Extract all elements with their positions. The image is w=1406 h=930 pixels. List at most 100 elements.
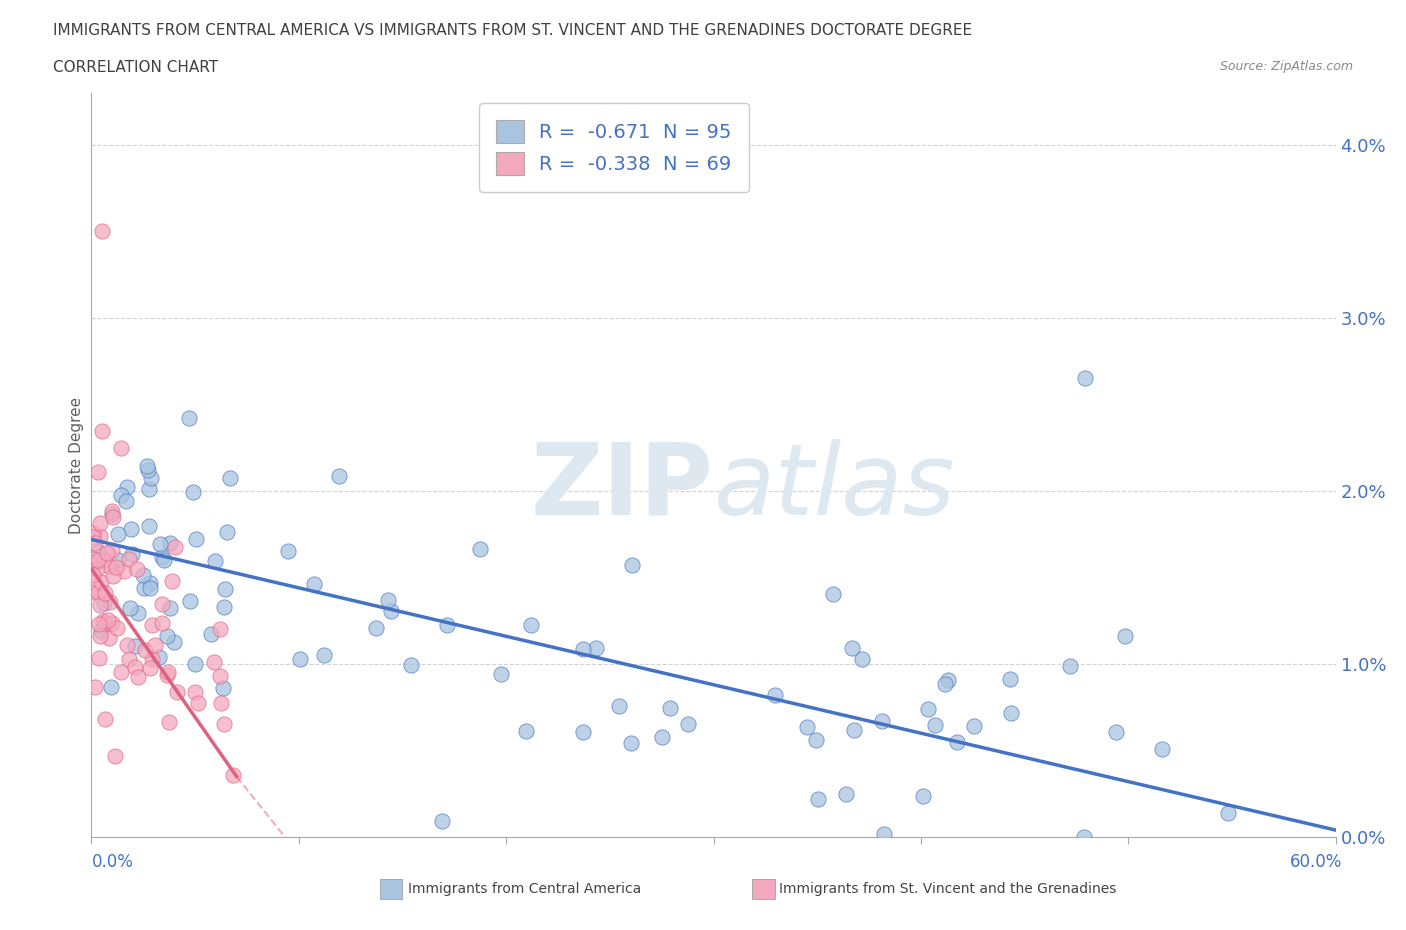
Y-axis label: Doctorate Degree: Doctorate Degree bbox=[69, 396, 84, 534]
Point bbox=[851, 652, 873, 667]
Point bbox=[132, 567, 155, 582]
Point bbox=[93, 596, 115, 611]
Point bbox=[834, 787, 856, 802]
Text: Immigrants from St. Vincent and the Grenadines: Immigrants from St. Vincent and the Gren… bbox=[779, 882, 1116, 897]
Text: Immigrants from Central America: Immigrants from Central America bbox=[408, 882, 641, 897]
Point bbox=[166, 685, 188, 700]
Legend: R =  -0.671  N = 95, R =  -0.338  N = 69: R = -0.671 N = 95, R = -0.338 N = 69 bbox=[479, 102, 749, 193]
Point bbox=[94, 712, 117, 727]
Point bbox=[215, 525, 238, 539]
Point bbox=[93, 586, 115, 601]
Point bbox=[515, 724, 537, 738]
Point bbox=[401, 658, 423, 672]
Point bbox=[124, 660, 146, 675]
Point bbox=[209, 622, 232, 637]
Text: ZIP: ZIP bbox=[530, 439, 713, 536]
Point bbox=[377, 592, 399, 607]
Point bbox=[1114, 628, 1136, 643]
Text: IMMIGRANTS FROM CENTRAL AMERICA VS IMMIGRANTS FROM ST. VINCENT AND THE GRENADINE: IMMIGRANTS FROM CENTRAL AMERICA VS IMMIG… bbox=[53, 23, 973, 38]
Point bbox=[87, 465, 110, 480]
Point bbox=[89, 629, 111, 644]
Point bbox=[676, 717, 699, 732]
Point bbox=[96, 546, 118, 561]
Point bbox=[842, 723, 865, 737]
Point bbox=[934, 677, 956, 692]
Point bbox=[82, 567, 104, 582]
Point bbox=[209, 695, 232, 710]
Point bbox=[87, 650, 110, 665]
Point bbox=[127, 670, 149, 684]
Point bbox=[89, 515, 111, 530]
Point bbox=[103, 509, 125, 524]
Point bbox=[179, 410, 201, 425]
Point bbox=[160, 573, 183, 588]
Point bbox=[134, 642, 156, 657]
Point bbox=[120, 522, 142, 537]
Point bbox=[91, 614, 114, 629]
Point bbox=[945, 735, 967, 750]
Point bbox=[138, 463, 160, 478]
Point bbox=[152, 597, 174, 612]
Point bbox=[101, 504, 124, 519]
Point bbox=[141, 471, 163, 485]
Point bbox=[912, 789, 935, 804]
Point bbox=[366, 620, 388, 635]
Point bbox=[82, 584, 104, 599]
Point bbox=[520, 618, 543, 632]
Point bbox=[132, 581, 155, 596]
Point bbox=[179, 593, 201, 608]
Point bbox=[141, 618, 163, 632]
Point bbox=[82, 559, 104, 574]
Point bbox=[157, 714, 180, 729]
Point bbox=[807, 791, 830, 806]
Point bbox=[87, 545, 110, 560]
Point bbox=[110, 440, 132, 455]
Point bbox=[202, 655, 225, 670]
Point bbox=[380, 604, 402, 618]
Point bbox=[110, 665, 132, 680]
Point bbox=[138, 518, 160, 533]
Point bbox=[1059, 658, 1081, 673]
Point bbox=[138, 482, 160, 497]
Point bbox=[212, 680, 235, 695]
Point bbox=[97, 559, 120, 574]
Text: 60.0%: 60.0% bbox=[1291, 853, 1343, 870]
Point bbox=[585, 641, 607, 656]
Point bbox=[141, 651, 163, 666]
Point bbox=[277, 544, 299, 559]
Point bbox=[870, 714, 893, 729]
Point bbox=[328, 469, 350, 484]
Point bbox=[139, 580, 162, 595]
Point bbox=[127, 606, 149, 621]
Point bbox=[143, 637, 166, 652]
Point bbox=[115, 494, 138, 509]
Point bbox=[1105, 724, 1128, 739]
Point bbox=[489, 667, 512, 682]
Point bbox=[148, 650, 170, 665]
Point bbox=[156, 665, 179, 680]
Point bbox=[302, 577, 325, 591]
Point bbox=[97, 612, 120, 627]
Point bbox=[104, 748, 127, 763]
Point bbox=[101, 616, 124, 631]
Point bbox=[105, 560, 128, 575]
Point bbox=[924, 718, 946, 733]
Point bbox=[103, 569, 125, 584]
Point bbox=[83, 536, 105, 551]
Point bbox=[90, 575, 112, 590]
Point bbox=[117, 637, 139, 652]
Point bbox=[200, 627, 222, 642]
Point bbox=[82, 525, 104, 540]
Point bbox=[110, 487, 132, 502]
Point bbox=[156, 667, 179, 682]
Point bbox=[208, 669, 231, 684]
Point bbox=[212, 716, 235, 731]
Point bbox=[214, 599, 236, 614]
Point bbox=[796, 719, 818, 734]
Point bbox=[214, 581, 236, 596]
Point bbox=[659, 701, 682, 716]
Point bbox=[1152, 741, 1174, 756]
Point bbox=[1000, 705, 1022, 720]
Point bbox=[804, 733, 827, 748]
Point bbox=[1216, 806, 1239, 821]
